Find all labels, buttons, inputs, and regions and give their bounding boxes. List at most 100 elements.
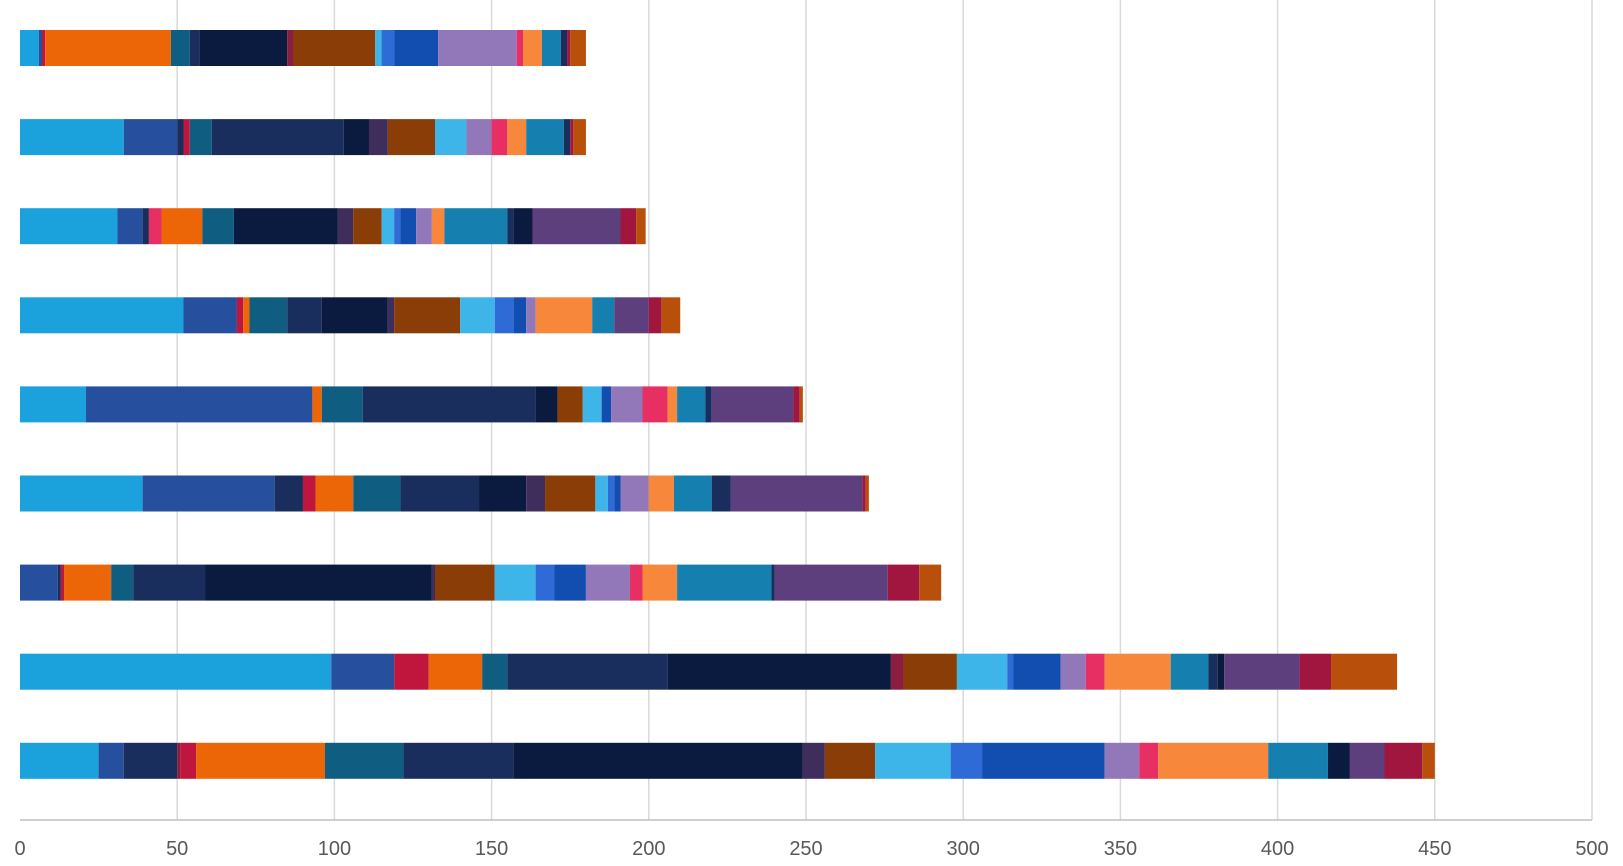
bar-segment bbox=[444, 208, 508, 245]
bar-segment bbox=[705, 386, 712, 423]
bar-segment bbox=[337, 208, 354, 245]
bar-segment bbox=[585, 564, 630, 601]
bar-segment bbox=[570, 119, 574, 156]
bar-segment bbox=[1085, 653, 1105, 690]
bar-segment bbox=[1217, 653, 1225, 690]
bar-segment bbox=[642, 386, 668, 423]
bar-segment bbox=[435, 119, 467, 156]
bar-segment bbox=[677, 386, 706, 423]
bar-segment bbox=[435, 564, 495, 601]
bar-segment bbox=[526, 119, 564, 156]
bar-segment bbox=[302, 475, 316, 512]
x-tick-label: 100 bbox=[318, 838, 351, 860]
bar-segment bbox=[648, 297, 662, 334]
bar-segment bbox=[466, 119, 492, 156]
bar-8 bbox=[20, 653, 1398, 690]
x-tick-label: 200 bbox=[632, 838, 665, 860]
bar-7 bbox=[20, 564, 942, 601]
bar-segment bbox=[428, 653, 483, 690]
bar-segment bbox=[513, 742, 803, 779]
bar-segment bbox=[431, 208, 445, 245]
bar-segment bbox=[507, 653, 668, 690]
bar-segment bbox=[950, 742, 983, 779]
bar-segment bbox=[573, 119, 586, 156]
bar-segment bbox=[560, 30, 568, 66]
bar-segment bbox=[189, 119, 212, 156]
bar-3 bbox=[20, 208, 646, 245]
bar-segment bbox=[123, 742, 178, 779]
bar-segment bbox=[233, 208, 338, 245]
bar-segment bbox=[862, 475, 866, 512]
bar-5 bbox=[20, 386, 803, 423]
bar-segment bbox=[321, 386, 363, 423]
bar-segment bbox=[20, 475, 143, 512]
bar-segment bbox=[20, 119, 124, 156]
bar-segment bbox=[507, 208, 514, 245]
bar-segment bbox=[673, 475, 712, 512]
bar-segment bbox=[111, 564, 134, 601]
bar-segment bbox=[249, 297, 288, 334]
bar-segment bbox=[321, 297, 388, 334]
bar-segment bbox=[353, 475, 401, 512]
bar-segment bbox=[494, 297, 514, 334]
bar-segment bbox=[362, 386, 536, 423]
bar-segment bbox=[541, 30, 561, 66]
bar-segment bbox=[535, 564, 555, 601]
bar-segment bbox=[38, 30, 43, 66]
bar-segment bbox=[526, 297, 536, 334]
bar-segment bbox=[667, 653, 891, 690]
bar-segment bbox=[170, 30, 190, 66]
bar-segment bbox=[479, 475, 527, 512]
bar-segment bbox=[595, 475, 608, 512]
bar-segment bbox=[368, 119, 388, 156]
bar-segment bbox=[20, 297, 184, 334]
bar-segment bbox=[400, 208, 417, 245]
bar-segment bbox=[331, 653, 395, 690]
bar-6 bbox=[20, 475, 869, 512]
bar-segment bbox=[1170, 653, 1209, 690]
bar-segment bbox=[1060, 653, 1086, 690]
bar-segment bbox=[1104, 742, 1140, 779]
bar-segment bbox=[636, 208, 646, 245]
bar-segment bbox=[890, 653, 904, 690]
bar-segment bbox=[183, 297, 237, 334]
bar-segment bbox=[1013, 653, 1061, 690]
bar-segment bbox=[956, 653, 1008, 690]
bar-segment bbox=[202, 208, 234, 245]
bar-segment bbox=[730, 475, 863, 512]
bar-segment bbox=[677, 564, 772, 601]
bar-segment bbox=[353, 208, 382, 245]
bar-segment bbox=[1224, 653, 1300, 690]
x-tick-label: 500 bbox=[1575, 838, 1608, 860]
bar-segment bbox=[394, 30, 439, 66]
bar-segment bbox=[98, 742, 124, 779]
bar-segment bbox=[64, 564, 112, 601]
bar-segment bbox=[570, 30, 586, 66]
bar-segment bbox=[189, 30, 200, 66]
bar-segment bbox=[557, 386, 583, 423]
bar-segment bbox=[1139, 742, 1159, 779]
bar-segment bbox=[887, 564, 920, 601]
bar-segment bbox=[982, 742, 1105, 779]
bar-segment bbox=[642, 564, 678, 601]
bar-segment bbox=[142, 208, 149, 245]
bar-segment bbox=[614, 297, 649, 334]
x-tick-label: 350 bbox=[1104, 838, 1137, 860]
bar-segment bbox=[1327, 742, 1350, 779]
bar-segment bbox=[324, 742, 404, 779]
bar-segment bbox=[20, 30, 39, 66]
bar-segment bbox=[211, 119, 344, 156]
bar-segment bbox=[903, 653, 957, 690]
bar-segment bbox=[824, 742, 876, 779]
bar-segment bbox=[274, 475, 303, 512]
bar-segment bbox=[243, 297, 250, 334]
bar-segment bbox=[381, 208, 395, 245]
bar-segment bbox=[491, 119, 508, 156]
bar-segment bbox=[614, 475, 621, 512]
bar-segment bbox=[148, 208, 162, 245]
bar-segment bbox=[507, 119, 527, 156]
bar-segment bbox=[875, 742, 951, 779]
bar-segment bbox=[774, 564, 888, 601]
bar-segment bbox=[42, 30, 46, 66]
bar-segment bbox=[1384, 742, 1423, 779]
